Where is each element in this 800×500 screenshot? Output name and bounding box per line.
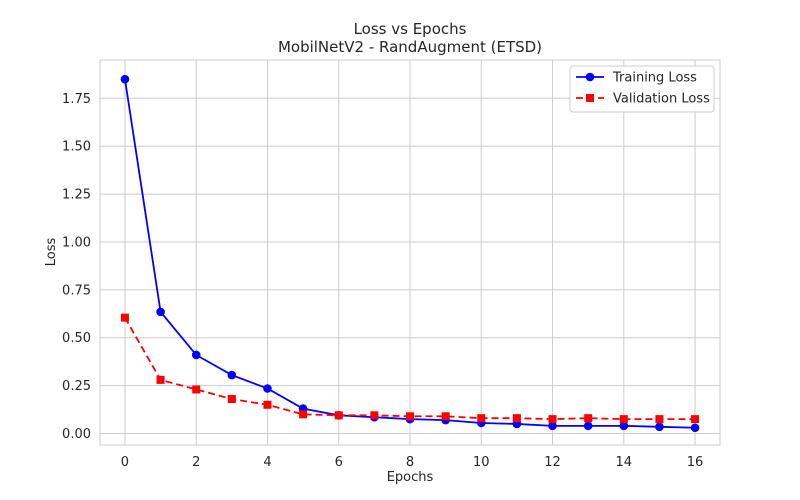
data-point	[655, 422, 664, 432]
data-point	[548, 421, 557, 431]
plot-frame	[99, 59, 721, 446]
legend-marker	[585, 72, 595, 82]
legend: Training Loss Validation Loss	[569, 65, 715, 113]
y-tick-label: 1.50	[62, 140, 91, 155]
x-tick-label: 14	[616, 455, 633, 470]
data-point	[156, 375, 165, 384]
y-tick-label: 1.75	[62, 92, 91, 107]
tick-labels: 0 2 4 6 8 10 12 14 16 0.00 0.25 0.50 0.75 1.00 1.25 1.5…	[62, 92, 703, 470]
data-point	[227, 395, 236, 404]
data-point	[334, 411, 343, 420]
data-point	[619, 415, 628, 424]
data-point	[192, 385, 201, 394]
legend-box	[569, 65, 715, 113]
x-axis-label: Epochs	[387, 470, 434, 485]
series-validation-loss	[120, 313, 700, 424]
data-point	[477, 414, 486, 423]
y-axis-label: Loss	[44, 238, 59, 267]
chart-subtitle: MobilNetV2 - RandAugment (ETSD)	[278, 38, 542, 56]
x-tick-label: 2	[192, 455, 200, 470]
chart-title: Loss vs Epochs	[354, 20, 467, 38]
data-point	[691, 415, 700, 424]
legend-label: Validation Loss	[613, 92, 710, 107]
data-point	[299, 410, 308, 419]
data-point	[619, 421, 629, 431]
x-tick-label: 6	[335, 455, 343, 470]
legend-label: Training Loss	[612, 71, 697, 86]
y-tick-label: 0.00	[62, 427, 91, 442]
x-tick-label: 10	[473, 455, 490, 470]
data-point	[120, 313, 129, 322]
x-tick-label: 0	[121, 455, 129, 470]
data-point	[263, 400, 272, 409]
legend-marker	[586, 94, 594, 102]
grid-lines	[100, 60, 720, 445]
x-tick-label: 8	[406, 455, 414, 470]
series-group	[120, 74, 700, 433]
data-point	[690, 423, 700, 433]
y-tick-label: 1.25	[62, 188, 91, 203]
data-point	[583, 421, 593, 431]
y-tick-label: 1.00	[62, 235, 91, 250]
data-point	[512, 414, 521, 423]
y-tick-label: 0.25	[62, 379, 91, 394]
data-point	[441, 412, 450, 421]
data-point	[191, 350, 201, 360]
y-tick-label: 0.75	[62, 283, 91, 298]
x-tick-label: 12	[544, 455, 561, 470]
data-point	[584, 414, 593, 423]
data-point	[655, 415, 664, 424]
x-tick-label: 16	[687, 455, 704, 470]
data-point	[263, 384, 272, 393]
data-point	[227, 370, 237, 380]
data-point	[370, 411, 379, 420]
data-point	[120, 74, 130, 84]
data-point	[406, 412, 414, 421]
y-tick-label: 0.50	[62, 331, 91, 346]
x-tick-label: 4	[263, 455, 271, 470]
data-point	[548, 415, 557, 424]
data-point	[156, 307, 165, 317]
